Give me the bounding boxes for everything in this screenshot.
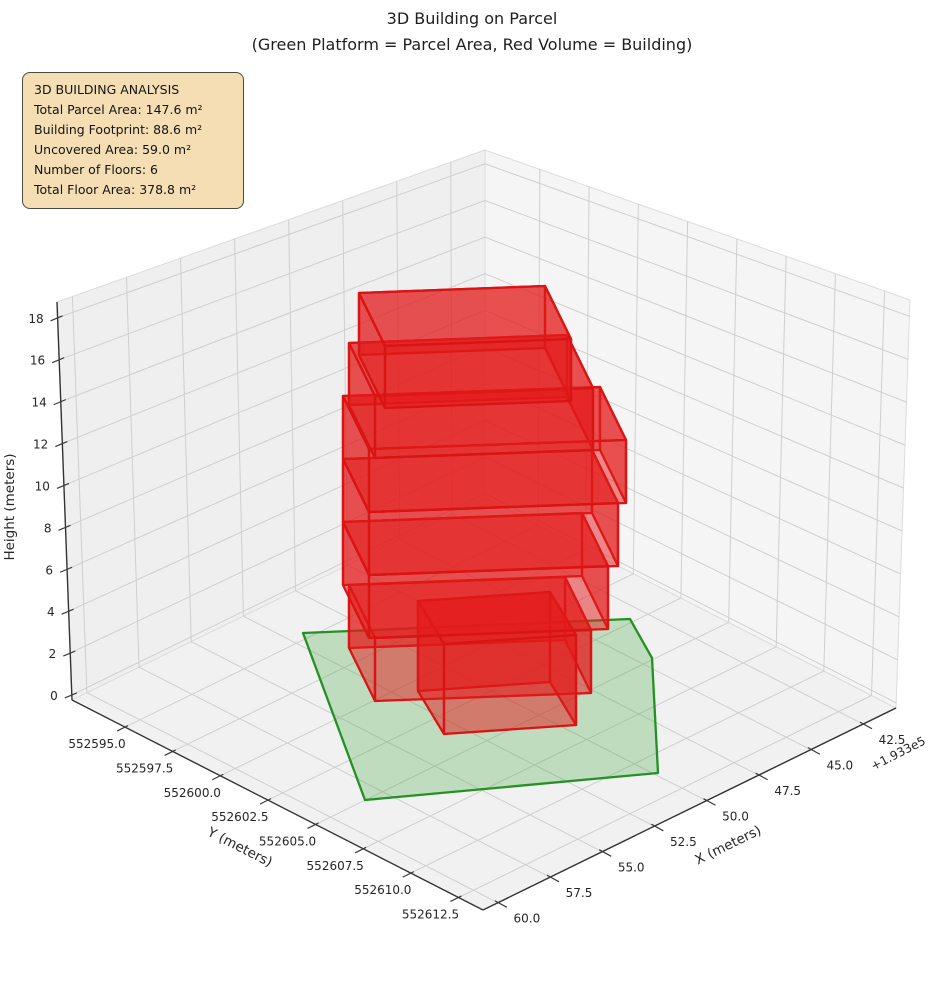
- chart-subtitle: (Green Platform = Parcel Area, Red Volum…: [251, 35, 693, 54]
- y-tick-label: 552597.5: [116, 761, 173, 775]
- y-tick-mark: [402, 871, 415, 878]
- z-tick-label: 6: [45, 563, 53, 577]
- y-tick-label: 552605.0: [259, 834, 316, 848]
- analysis-info-box: 3D BUILDING ANALYSIS Total Parcel Area: …: [22, 72, 244, 209]
- x-tick-label: 42.5: [879, 733, 906, 747]
- x-tick-label: 50.0: [722, 810, 749, 824]
- info-box-line: Building Footprint: 88.6 m²: [34, 122, 203, 137]
- z-spine: [56, 301, 73, 701]
- y-gridline: [315, 238, 738, 825]
- y-tick-mark: [307, 822, 319, 829]
- x-tick-label: 60.0: [514, 912, 541, 926]
- axes-spines: [56, 301, 897, 911]
- z-gridline: [59, 199, 909, 361]
- x-spine: [482, 707, 897, 911]
- info-box-line: Number of Floors: 6: [34, 162, 158, 177]
- x-tick-label: 57.5: [566, 886, 593, 900]
- x-tick-mark: [859, 721, 873, 730]
- x-tick-label: 47.5: [774, 784, 801, 798]
- y-tick-label: 552602.5: [211, 810, 268, 824]
- z-tick-label: 10: [35, 479, 50, 493]
- y-tick-label: 552600.0: [164, 786, 221, 800]
- y-tick-label: 552595.0: [68, 737, 125, 751]
- z-tick-mark: [63, 650, 76, 657]
- z-tick-label: 18: [28, 312, 43, 326]
- y-gridline: [362, 256, 787, 850]
- x-gridline: [288, 219, 707, 802]
- chart-title: 3D Building on Parcel: [386, 9, 558, 28]
- y-gridline: [267, 221, 689, 801]
- z-tick-mark: [56, 482, 70, 489]
- info-box-line: Total Floor Area: 378.8 m²: [34, 182, 197, 197]
- y-tick-label: 552612.5: [402, 907, 459, 921]
- y-tick-mark: [212, 773, 224, 781]
- z-tick-label: 14: [31, 396, 46, 410]
- building-volume: [341, 284, 628, 736]
- z-gridline: [62, 273, 906, 446]
- z-tick-label: 8: [44, 521, 52, 535]
- z-tick-mark: [55, 440, 68, 448]
- info-box-line: Uncovered Area: 59.0 m²: [34, 142, 192, 157]
- building-floor-6: [383, 337, 573, 410]
- z-gridline: [60, 236, 907, 403]
- x-tick-label: 45.0: [826, 759, 853, 773]
- z-tick-mark: [50, 315, 63, 322]
- building-floor-2: [367, 564, 610, 640]
- z-tick-mark: [59, 566, 73, 573]
- y-spine: [71, 699, 484, 911]
- z-tick-label: 12: [33, 438, 48, 452]
- x-gridline: [126, 277, 551, 878]
- building-floor-3: [367, 501, 620, 577]
- z-tick-label: 0: [50, 689, 58, 703]
- info-box-heading: 3D BUILDING ANALYSIS: [34, 82, 180, 97]
- z-gridline: [57, 163, 910, 319]
- building-annex: [442, 633, 578, 736]
- z-tick-label: 16: [30, 354, 45, 368]
- x-gridline: [71, 296, 499, 904]
- x-gridline: [234, 238, 655, 827]
- x-gridline: [180, 258, 603, 853]
- x-tick-mark: [703, 798, 716, 806]
- x-tick-mark: [807, 747, 821, 755]
- axes-panes: [56, 149, 911, 911]
- y-tick-mark: [450, 895, 462, 902]
- z-tick-mark: [64, 692, 78, 699]
- z-tick-mark: [58, 524, 71, 531]
- y-gridline: [410, 273, 836, 874]
- chart-title-block: 3D Building on Parcel (Green Platform = …: [0, 6, 944, 58]
- z-tick-mark: [53, 399, 66, 406]
- y-tick-mark: [164, 749, 176, 756]
- y-tick-mark: [354, 846, 367, 854]
- x-tick-mark: [598, 849, 612, 857]
- z-axis-label: Height (meters): [2, 453, 18, 560]
- y-tick-mark: [116, 725, 129, 732]
- z-tick-label: 4: [47, 605, 55, 619]
- y-gridline: [220, 204, 639, 777]
- z-tick-label: 2: [49, 647, 57, 661]
- z-tick-mark: [61, 608, 74, 615]
- x-tick-label: 52.5: [670, 835, 697, 849]
- y-tick-label: 552607.5: [307, 859, 364, 873]
- x-tick-mark: [494, 900, 508, 908]
- x-axis-label: X (meters): [693, 822, 764, 868]
- x-tick-mark: [651, 823, 664, 832]
- info-box-line: Total Parcel Area: 147.6 m²: [34, 102, 203, 117]
- x-tick-label: 55.0: [618, 861, 645, 875]
- axes-ticks: [50, 315, 873, 908]
- y-tick-mark: [259, 798, 272, 805]
- x-tick-mark: [546, 874, 560, 883]
- y-tick-label: 552610.0: [354, 883, 411, 897]
- y-gridline: [458, 290, 886, 898]
- building-floor-6: [357, 284, 573, 348]
- z-tick-mark: [51, 357, 65, 364]
- x-tick-mark: [755, 772, 768, 781]
- tick-labels: 42.5 45.0 47.5 50.0 52.5 55.0 57.5 60.0 552595.0…: [28, 312, 905, 926]
